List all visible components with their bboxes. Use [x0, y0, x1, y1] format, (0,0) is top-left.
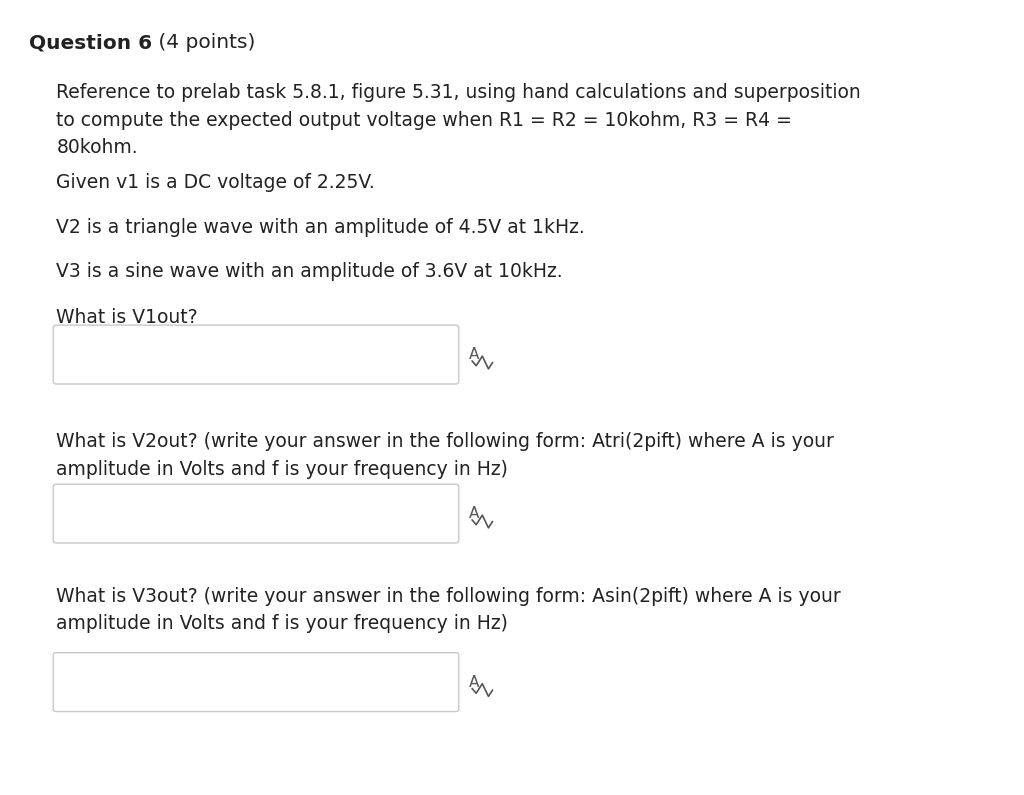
Text: What is V1out?: What is V1out?	[56, 308, 198, 328]
Text: Question 6: Question 6	[29, 33, 152, 52]
FancyBboxPatch shape	[53, 653, 459, 712]
Text: A: A	[469, 506, 479, 521]
Text: V2 is a triangle wave with an amplitude of 4.5V at 1kHz.: V2 is a triangle wave with an amplitude …	[56, 218, 585, 237]
Text: A: A	[469, 347, 479, 362]
FancyBboxPatch shape	[53, 484, 459, 543]
Text: Reference to prelab task 5.8.1, figure 5.31, using hand calculations and superpo: Reference to prelab task 5.8.1, figure 5…	[56, 83, 861, 157]
Text: V3 is a sine wave with an amplitude of 3.6V at 10kHz.: V3 is a sine wave with an amplitude of 3…	[56, 262, 563, 281]
Text: Given v1 is a DC voltage of 2.25V.: Given v1 is a DC voltage of 2.25V.	[56, 173, 375, 192]
Text: What is V3out? (write your answer in the following form: Asin(2pift) where A is : What is V3out? (write your answer in the…	[56, 587, 841, 633]
Text: A: A	[469, 675, 479, 689]
Text: What is V2out? (write your answer in the following form: Atri(2pift) where A is : What is V2out? (write your answer in the…	[56, 432, 835, 479]
FancyBboxPatch shape	[53, 325, 459, 384]
Text: (4 points): (4 points)	[152, 33, 255, 52]
